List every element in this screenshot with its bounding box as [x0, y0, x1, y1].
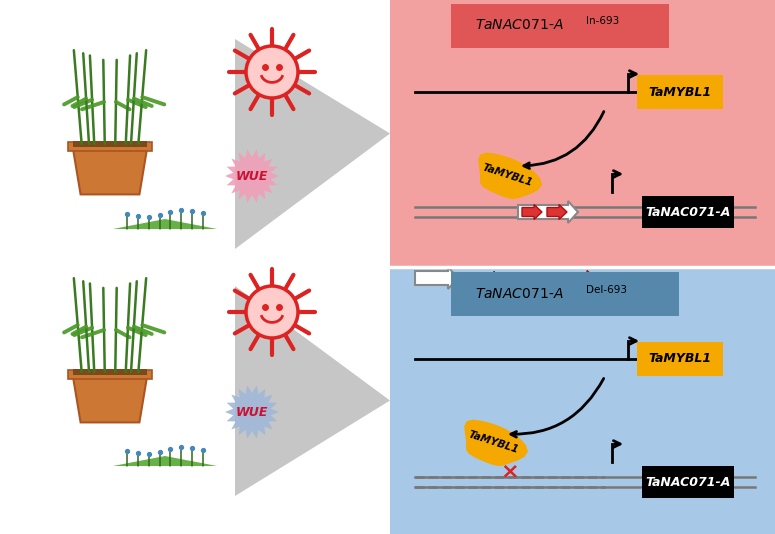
Bar [390, 0, 775, 267]
Text: TaMYBL1: TaMYBL1 [467, 429, 519, 455]
FancyBboxPatch shape [68, 142, 152, 151]
Bar [390, 267, 775, 534]
FancyBboxPatch shape [68, 370, 152, 379]
Text: $\it{TaNAC071}$-$\it{A}$: $\it{TaNAC071}$-$\it{A}$ [475, 287, 563, 301]
Text: TaNAC071-A: TaNAC071-A [646, 475, 731, 489]
FancyArrow shape [518, 201, 578, 223]
FancyArrow shape [522, 205, 542, 219]
Polygon shape [235, 39, 390, 249]
Circle shape [246, 286, 298, 338]
Text: TaMYBL1: TaMYBL1 [649, 85, 711, 98]
Text: TaNAC071-A: TaNAC071-A [646, 206, 731, 218]
Text: WUE: WUE [236, 405, 268, 419]
FancyBboxPatch shape [637, 75, 723, 109]
FancyBboxPatch shape [637, 342, 723, 376]
Text: In-693: In-693 [586, 16, 619, 26]
Polygon shape [235, 286, 390, 496]
Bar [0, 0, 390, 534]
Polygon shape [464, 420, 528, 466]
Text: MYBR: MYBR [602, 271, 638, 285]
Text: TaMYBL1: TaMYBL1 [480, 162, 533, 188]
Polygon shape [113, 219, 217, 229]
FancyBboxPatch shape [451, 272, 679, 316]
FancyBboxPatch shape [642, 466, 734, 498]
FancyArrow shape [547, 205, 567, 219]
Text: Del-693: Del-693 [586, 285, 627, 295]
FancyBboxPatch shape [73, 369, 146, 375]
Text: 108-bp: 108-bp [465, 271, 509, 285]
Text: WUE: WUE [236, 169, 268, 183]
Polygon shape [478, 153, 542, 199]
Polygon shape [72, 372, 148, 422]
Text: TaMYBL1: TaMYBL1 [649, 352, 711, 365]
Polygon shape [72, 144, 148, 194]
FancyBboxPatch shape [451, 4, 669, 48]
Circle shape [246, 46, 298, 98]
Polygon shape [225, 386, 279, 438]
FancyArrow shape [562, 271, 595, 286]
Polygon shape [225, 150, 279, 202]
Polygon shape [113, 456, 217, 466]
FancyBboxPatch shape [642, 196, 734, 228]
FancyBboxPatch shape [73, 141, 146, 147]
Text: $\it{TaNAC071}$-$\it{A}$: $\it{TaNAC071}$-$\it{A}$ [475, 18, 563, 32]
Text: ×: × [501, 461, 519, 481]
FancyArrow shape [415, 267, 458, 289]
